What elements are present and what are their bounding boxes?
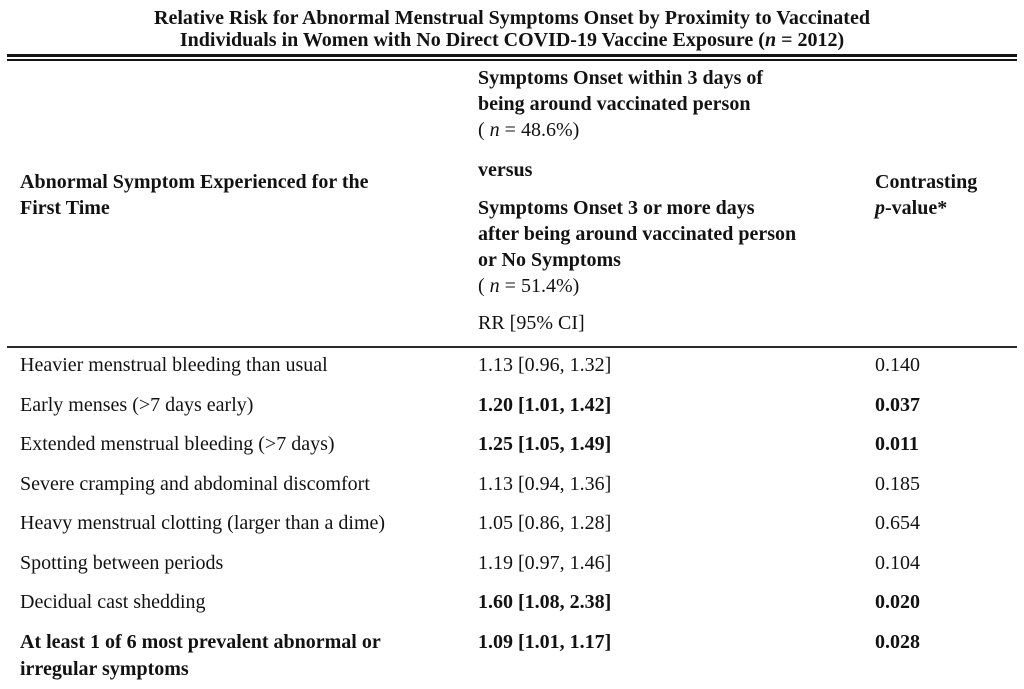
cell-pvalue: 0.185 <box>875 472 920 495</box>
header-pvalue-column: Contrasting p-value* <box>875 169 1004 221</box>
header-group2: Symptoms Onset 3 or more days after bein… <box>478 195 875 299</box>
cell-pvalue: 0.140 <box>875 354 920 376</box>
cell-symptom: Decidual cast shedding <box>20 591 206 613</box>
cell-pvalue: 0.020 <box>875 591 920 613</box>
header-body-rule <box>7 346 1017 348</box>
cell-symptom: Severe cramping and abdominal discomfort <box>20 472 370 495</box>
table-row: Spotting between periods 1.19 [0.97, 1.4… <box>0 546 1024 586</box>
cell-relative-risk: 1.09 [1.01, 1.17] <box>478 630 612 653</box>
title-double-rule <box>7 54 1017 61</box>
cell-pvalue: 0.654 <box>875 512 920 534</box>
cell-pvalue: 0.037 <box>875 393 920 416</box>
cell-relative-risk: 1.13 [0.96, 1.32] <box>478 354 612 376</box>
cell-relative-risk: 1.05 [0.86, 1.28] <box>478 512 612 534</box>
header-pvalue-line2: p-value* <box>875 196 948 219</box>
table-row: At least 1 of 6 most prevalent abnormal … <box>0 625 1024 687</box>
page-title: Relative Risk for Abnormal Menstrual Sym… <box>0 0 1024 51</box>
table-row: Severe cramping and abdominal discomfort… <box>0 467 1024 507</box>
header-comparison-column: Symptoms Onset within 3 days of being ar… <box>478 65 875 336</box>
cell-pvalue: 0.104 <box>875 551 920 574</box>
cell-symptom: At least 1 of 6 most prevalent abnormal … <box>20 630 381 680</box>
cell-symptom: Extended menstrual bleeding (>7 days) <box>20 433 335 455</box>
table-body: Heavier menstrual bleeding than usual 1.… <box>0 348 1024 687</box>
cell-symptom: Heavier menstrual bleeding than usual <box>20 354 328 376</box>
cell-relative-risk: 1.60 [1.08, 2.38] <box>478 591 612 613</box>
title-line-1: Relative Risk for Abnormal Menstrual Sym… <box>154 7 870 29</box>
table-row: Decidual cast shedding 1.60 [1.08, 2.38]… <box>0 585 1024 625</box>
table-row: Heavier menstrual bleeding than usual 1.… <box>0 348 1024 388</box>
cell-relative-risk: 1.19 [0.97, 1.46] <box>478 551 612 574</box>
header-versus: versus <box>478 159 533 181</box>
cell-symptom: Spotting between periods <box>20 551 224 574</box>
cell-pvalue: 0.028 <box>875 630 920 653</box>
table-row: Heavy menstrual clotting (larger than a … <box>0 506 1024 546</box>
header-group1: Symptoms Onset within 3 days of being ar… <box>478 65 875 143</box>
title-n-variable: n <box>764 29 777 51</box>
header-symptom-column: Abnormal Symptom Experienced for the Fir… <box>20 170 369 219</box>
cell-relative-risk: 1.13 [0.94, 1.36] <box>478 472 612 495</box>
cell-relative-risk: 1.25 [1.05, 1.49] <box>478 433 612 455</box>
cell-pvalue: 0.011 <box>875 433 919 455</box>
header-group2-n: ( n = 51.4%) <box>478 275 580 297</box>
cell-symptom: Heavy menstrual clotting (larger than a … <box>20 512 386 534</box>
header-measure-label: RR [95% CI] <box>478 312 585 334</box>
cell-relative-risk: 1.20 [1.01, 1.42] <box>478 393 612 416</box>
table-header: Abnormal Symptom Experienced for the Fir… <box>0 61 1024 346</box>
title-line-2: Individuals in Women with No Direct COVI… <box>179 29 845 51</box>
cell-symptom: Early menses (>7 days early) <box>20 393 254 416</box>
header-p-variable: p <box>875 196 885 219</box>
header-group1-n: ( n = 48.6%) <box>478 119 580 141</box>
table-row: Extended menstrual bleeding (>7 days) 1.… <box>0 427 1024 467</box>
table-row: Early menses (>7 days early) 1.20 [1.01,… <box>0 388 1024 428</box>
